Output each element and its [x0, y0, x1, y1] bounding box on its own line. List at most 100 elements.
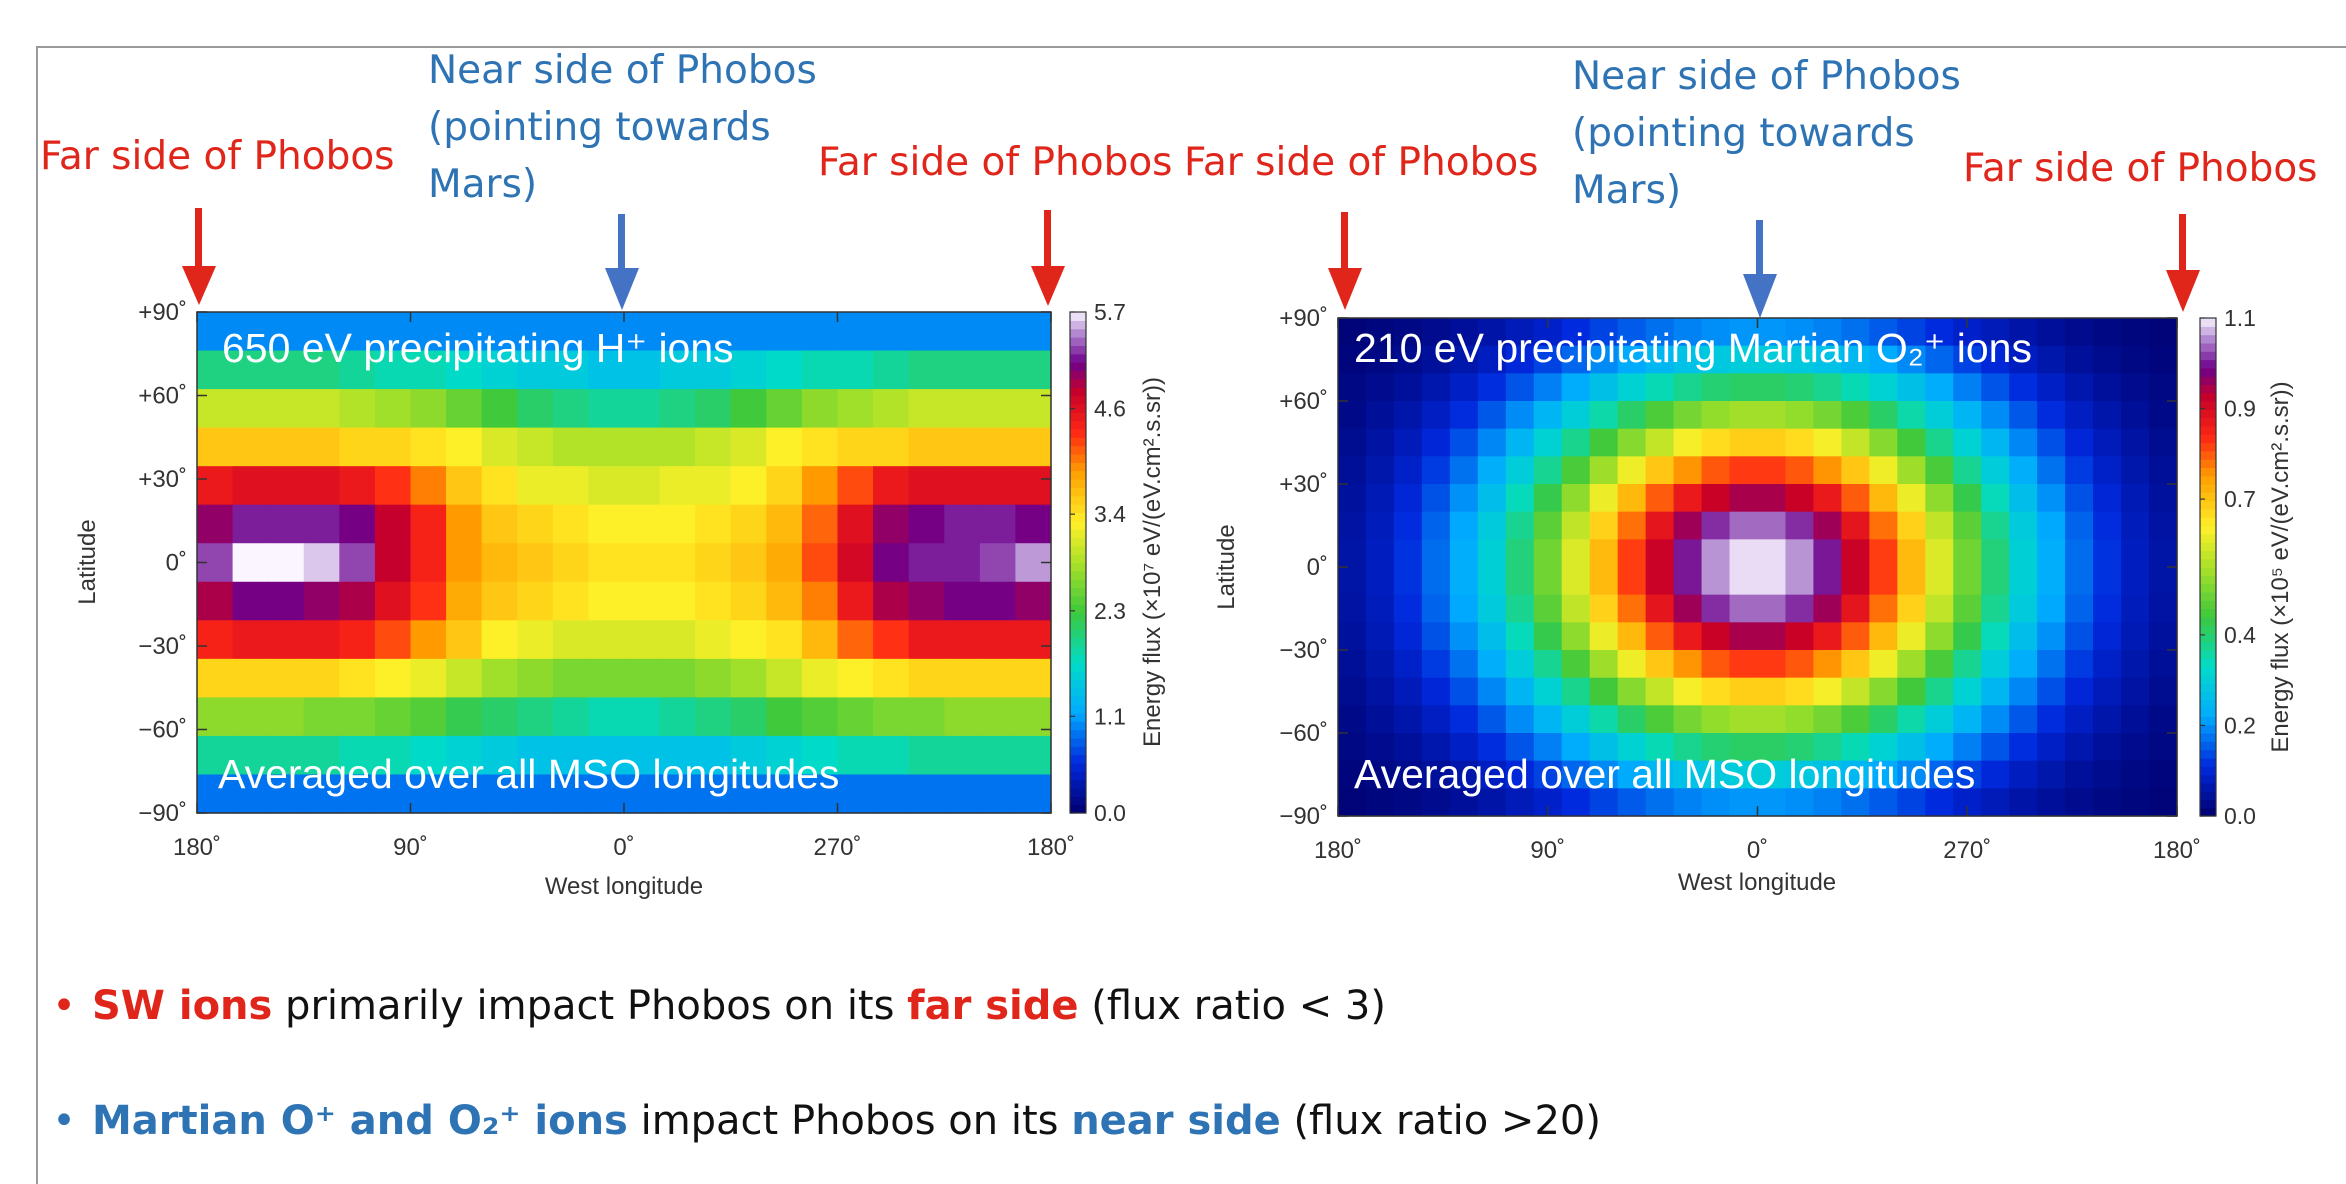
heatmap-cell: [730, 543, 767, 583]
heatmap-cell: [446, 312, 483, 352]
heatmap-cell: [2009, 345, 2038, 374]
heatmap-cell: [2149, 373, 2178, 402]
heatmap-cell: [2093, 567, 2122, 596]
heatmap-cell: [801, 504, 839, 544]
heatmap-cell: [588, 466, 625, 506]
heatmap-cell: [1673, 677, 1703, 706]
colorbar-frame: [2199, 317, 2217, 817]
heatmap-cell: [1421, 567, 1451, 596]
near-side-label-line3: Mars): [1572, 168, 1682, 213]
heatmap-cell: [2093, 650, 2122, 679]
heatmap-cell: [1813, 318, 1842, 347]
heatmap-cell: [1673, 705, 1703, 734]
heatmap-cell: [1757, 345, 1787, 374]
heatmap-cell: [1393, 760, 1423, 789]
heatmap-cell: [1897, 567, 1926, 596]
heatmap-cell: [1869, 567, 1898, 596]
heatmap-cell: [517, 581, 554, 621]
heatmap-cell: [517, 774, 554, 814]
heatmap-cell: [730, 427, 767, 467]
heatmap-cell: [268, 697, 305, 737]
heatmap-cell: [303, 774, 340, 814]
heatmap-cell: [1813, 511, 1842, 540]
heatmap-cell: [873, 581, 910, 621]
heatmap-cell: [1925, 401, 1954, 430]
heatmap-cell: [979, 312, 1017, 352]
heatmap-cell: [410, 389, 447, 429]
heatmap-cell: [2037, 733, 2066, 762]
y-tick-label: 0˚: [1307, 554, 1328, 581]
colorbar-frame: [1069, 311, 1087, 814]
heatmap-cell: [1561, 788, 1591, 817]
heatmap-cell: [2009, 622, 2038, 651]
colorbar-segment: [2200, 392, 2216, 402]
colorbar-segment: [1070, 746, 1086, 756]
heatmap-cell: [1785, 456, 1815, 485]
heatmap-cell: [1673, 622, 1703, 651]
colorbar-segment: [1070, 721, 1086, 731]
heatmap-cell: [1757, 622, 1787, 651]
heatmap-cell: [659, 466, 696, 506]
heatmap-cell: [1365, 677, 1395, 706]
colorbar-segment: [2200, 799, 2216, 809]
y-axis: +90˚ +60˚ +30˚ 0˚ −30˚ −60˚ −90˚: [138, 300, 1051, 827]
heatmap-cell: [588, 312, 625, 352]
heatmap-cell: [1757, 401, 1787, 430]
heatmap-cell: [1813, 456, 1842, 485]
heatmap-cell: [1561, 705, 1591, 734]
x-axis: 180˚ 90˚ 0˚ 270˚ 180˚: [173, 312, 1075, 861]
heatmap-cell: [1338, 650, 1367, 679]
heatmap-cell: [339, 658, 376, 698]
heatmap-cell: [1617, 567, 1647, 596]
heatmap-cell: [944, 735, 981, 776]
heatmap-cell: [1449, 733, 1479, 762]
heatmap-cell: [1338, 373, 1367, 402]
heatmap-cell: [624, 620, 661, 660]
heatmap-cell: [410, 774, 447, 814]
heatmap-cell: [1505, 511, 1535, 540]
heatmap-cell: [2121, 428, 2150, 457]
colorbar-segment: [2200, 367, 2216, 377]
colorbar-segment: [2200, 450, 2216, 460]
heatmap-cell: [232, 774, 269, 814]
heatmap-cell: [1505, 760, 1535, 789]
heatmap-cell: [1561, 733, 1591, 762]
colorbar-segment: [2200, 318, 2216, 327]
heatmap-cell: [1421, 733, 1451, 762]
colorbar-tick-label: 0.4: [2224, 622, 2256, 648]
far-side-label-3: Far side of Phobos: [1184, 140, 1539, 185]
heatmap-cell: [944, 350, 981, 390]
heatmap-cell: [1981, 539, 2010, 568]
bullet-text-part: (flux ratio < 3): [1078, 983, 1386, 1029]
heatmap-cell: [2065, 733, 2094, 762]
heatmap-cell: [1505, 539, 1535, 568]
heatmap-cell: [481, 697, 518, 737]
heatmap-cell: [268, 504, 305, 544]
heatmap-cell: [232, 427, 269, 467]
colorbar-segment: [1070, 704, 1086, 714]
heatmap-cell: [2121, 650, 2150, 679]
heatmap-cell: [1757, 650, 1787, 679]
y-tick-label: −60˚: [1279, 720, 1328, 747]
heatmap-cell: [481, 312, 518, 352]
heatmap-cell: [374, 697, 412, 737]
heatmap-cell: [1785, 428, 1815, 457]
heatmap-cell: [588, 389, 625, 429]
heatmap-cell: [2149, 567, 2178, 596]
heatmap-cell: [1869, 760, 1898, 789]
bullet-text-part: near side: [1071, 1098, 1281, 1144]
heatmap-cell: [1981, 760, 2010, 789]
heatmap-cell: [481, 620, 518, 660]
heatmap-cell: [1421, 539, 1451, 568]
heatmap-cell: [659, 735, 696, 776]
heatmap-cell: [979, 774, 1017, 814]
heatmap-cell: [1841, 511, 1870, 540]
colorbar-segment: [1070, 587, 1086, 597]
heatmap-cell: [1729, 345, 1759, 374]
heatmap-cell: [1393, 318, 1423, 347]
heatmap-cell: [1505, 456, 1535, 485]
heatmap-cell: [2093, 401, 2122, 430]
colorbar-tick-label: 5.7: [1094, 300, 1126, 325]
heatmap-cells: [197, 312, 1052, 814]
colorbar-segment: [2200, 492, 2216, 502]
